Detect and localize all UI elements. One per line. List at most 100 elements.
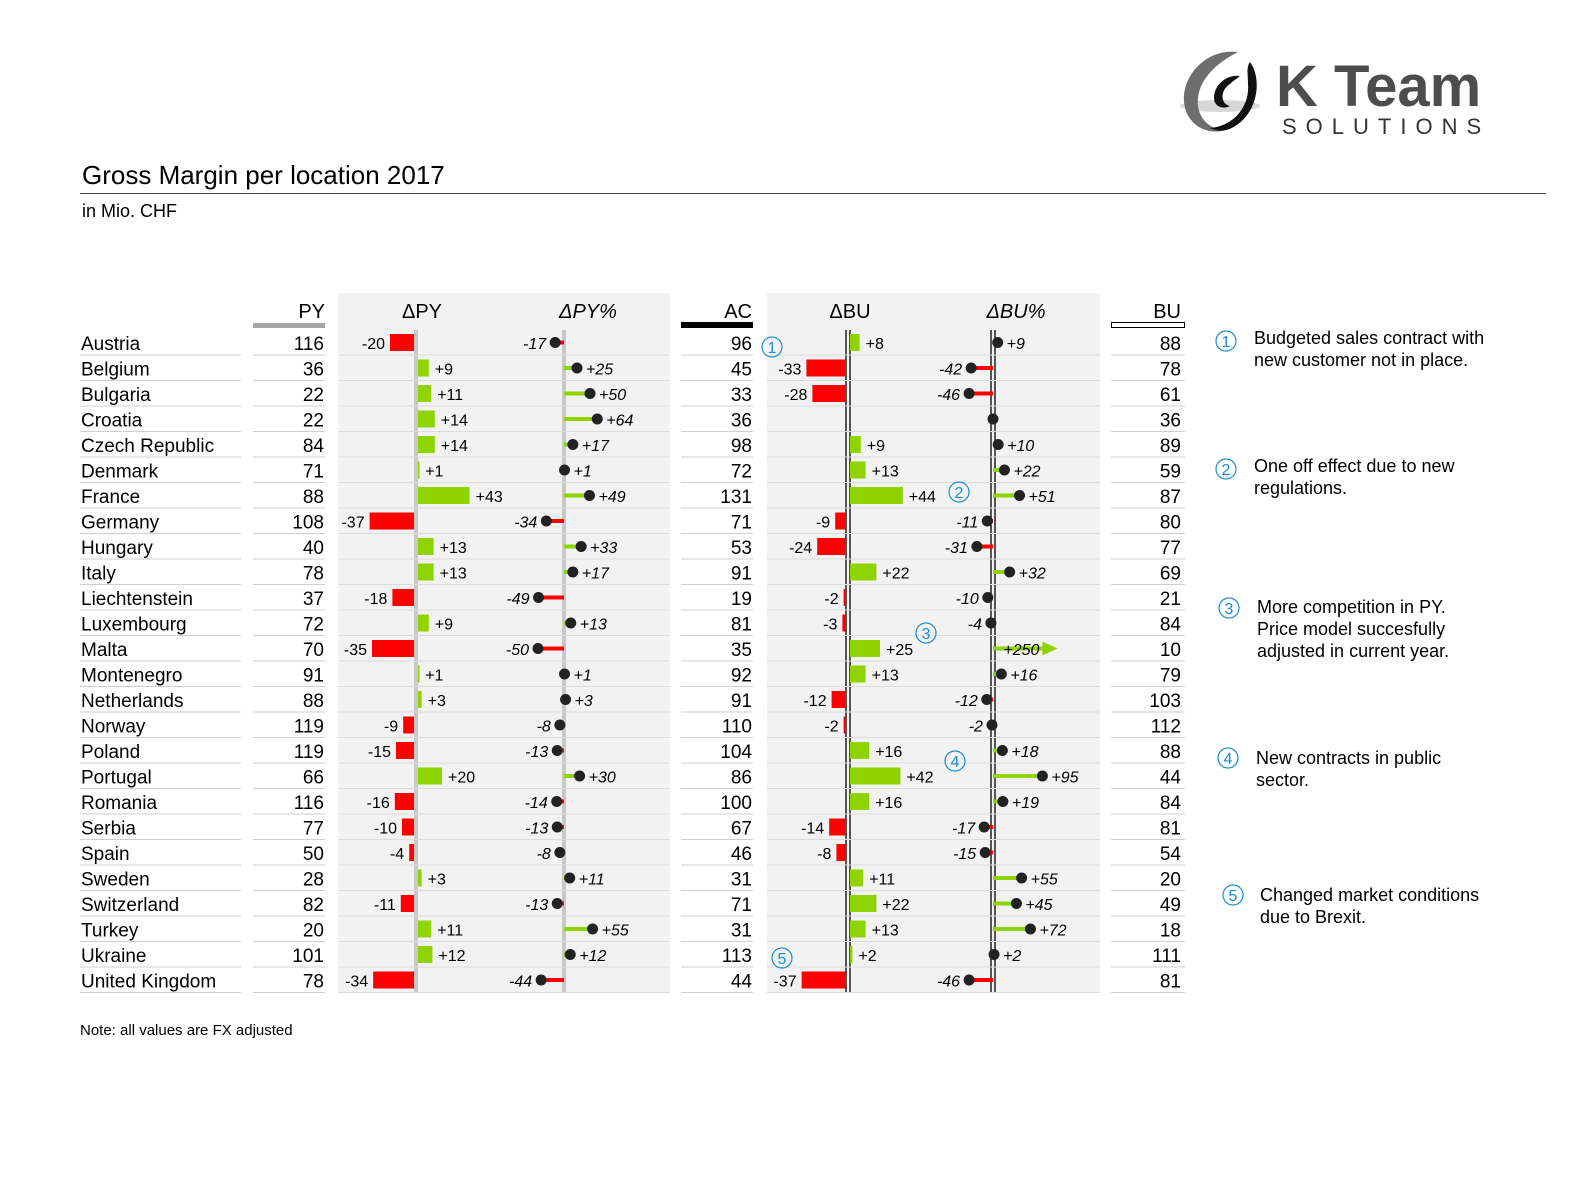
location-label: United Kingdom bbox=[81, 972, 216, 993]
delta-py-pct-marker bbox=[560, 694, 572, 705]
py-value: 119 bbox=[294, 717, 324, 738]
bu-value: 111 bbox=[1152, 946, 1181, 967]
delta-py-bar bbox=[418, 920, 432, 938]
header-bu: BU bbox=[1153, 301, 1181, 323]
footnote: Note: all values are FX adjusted bbox=[80, 1022, 293, 1039]
py-value: 108 bbox=[292, 513, 324, 534]
delta-bu-pct-marker bbox=[1004, 566, 1016, 578]
delta-py-bar bbox=[418, 538, 434, 555]
annotation-legend-marker-4-number: 4 bbox=[1224, 751, 1233, 768]
delta-bu-pct-label: -2 bbox=[969, 719, 983, 736]
delta-py-pct-label: +13 bbox=[580, 617, 607, 634]
delta-bu-bar bbox=[801, 971, 846, 989]
logo-tagline-text: SOLUTIONS bbox=[1282, 114, 1490, 139]
ac-value: 98 bbox=[731, 436, 752, 457]
delta-py-bar bbox=[369, 512, 414, 530]
delta-py-pct-label: +1 bbox=[574, 668, 592, 685]
delta-py-pct-label: +50 bbox=[599, 387, 626, 404]
delta-bu-pct-label: +16 bbox=[1010, 668, 1037, 685]
delta-py-label: -34 bbox=[345, 974, 368, 991]
annotation-1: Budgeted sales contract with new custome… bbox=[1254, 327, 1484, 371]
bu-value: 84 bbox=[1160, 793, 1182, 814]
delta-bu-pct-label: -46 bbox=[937, 387, 960, 404]
location-label: Luxembourg bbox=[81, 615, 187, 636]
logo-brand-text: K Team bbox=[1276, 54, 1481, 119]
delta-bu-pct-label: +45 bbox=[1025, 897, 1052, 914]
delta-py-pct-label: -8 bbox=[537, 719, 551, 736]
delta-py-label: +9 bbox=[435, 362, 453, 379]
delta-bu-pct-marker bbox=[1010, 898, 1022, 909]
location-label: Czech Republic bbox=[81, 436, 214, 457]
delta-bu-label: -37 bbox=[773, 974, 796, 991]
bu-value: 88 bbox=[1160, 334, 1181, 355]
delta-py-pct-marker bbox=[535, 974, 547, 986]
delta-py-pct-marker bbox=[587, 923, 599, 935]
delta-bu-pct-marker bbox=[985, 617, 997, 629]
delta-bu-label: +2 bbox=[858, 948, 876, 965]
delta-bu-label: +13 bbox=[872, 923, 899, 940]
delta-bu-pct-marker bbox=[986, 719, 998, 731]
delta-bu-bar bbox=[842, 614, 846, 632]
delta-bu-pct-label: +95 bbox=[1051, 770, 1078, 787]
bu-value: 69 bbox=[1160, 564, 1181, 585]
delta-bu-pct-marker bbox=[998, 464, 1010, 476]
delta-py-pct-label: -50 bbox=[506, 642, 529, 659]
annotation-5-line-2: due to Brexit. bbox=[1260, 907, 1367, 927]
delta-py-label: -11 bbox=[374, 897, 396, 914]
bu-value: 44 bbox=[1160, 768, 1182, 789]
bu-scenario-marker bbox=[1111, 322, 1185, 328]
delta-bu-pct-label: -4 bbox=[968, 617, 982, 634]
delta-bu-label: -24 bbox=[789, 540, 812, 557]
annotation-marker-1-number: 1 bbox=[768, 340, 777, 357]
delta-bu-bar bbox=[850, 946, 853, 963]
delta-py-pct-marker bbox=[540, 515, 552, 527]
location-label: Malta bbox=[81, 640, 128, 661]
py-value: 66 bbox=[303, 768, 324, 789]
delta-py-bar bbox=[418, 767, 442, 785]
delta-bu-pct-label: +22 bbox=[1013, 464, 1040, 481]
delta-py-pct-marker bbox=[564, 949, 576, 960]
delta-bu-bar bbox=[850, 869, 864, 887]
delta-py-bar bbox=[373, 971, 414, 989]
delta-bu-pct-label: +72 bbox=[1039, 923, 1066, 940]
delta-py-pct-label: +30 bbox=[589, 770, 616, 787]
annotation-legend-marker-2-circle bbox=[1215, 458, 1237, 480]
location-label: Spain bbox=[81, 844, 130, 865]
page-title: Gross Margin per location 2017 bbox=[82, 160, 445, 190]
delta-py-pct-label: +11 bbox=[579, 872, 605, 889]
annotation-legend-marker-4-circle bbox=[1217, 747, 1239, 769]
delta-py-bar bbox=[396, 742, 414, 759]
py-value: 36 bbox=[303, 360, 324, 381]
delta-bu-bar bbox=[850, 436, 861, 453]
delta-py-bar bbox=[418, 869, 422, 887]
bu-value: 112 bbox=[1151, 717, 1181, 738]
ac-value: 33 bbox=[731, 385, 752, 406]
header-py: PY bbox=[298, 301, 325, 323]
delta-bu-bar bbox=[817, 538, 846, 555]
delta-bu-pct-marker bbox=[995, 668, 1007, 680]
location-label: Italy bbox=[81, 564, 116, 585]
annotation-1-line-2: new customer not in place. bbox=[1254, 350, 1469, 370]
delta-py-bar bbox=[400, 895, 414, 912]
delta-bu-label: -9 bbox=[816, 515, 830, 532]
delta-py-label: +1 bbox=[425, 668, 443, 685]
location-label: Germany bbox=[81, 513, 160, 534]
py-value: 101 bbox=[292, 946, 324, 967]
annotation-marker-5-number: 5 bbox=[778, 951, 787, 968]
delta-py-label: +14 bbox=[441, 413, 468, 430]
ac-value: 31 bbox=[731, 870, 752, 891]
bu-value: 78 bbox=[1160, 360, 1181, 381]
ac-value: 92 bbox=[731, 666, 752, 687]
delta-bu-bar bbox=[812, 385, 846, 402]
delta-bu-bar bbox=[836, 844, 846, 861]
py-value: 116 bbox=[294, 334, 324, 355]
delta-py-pct-marker bbox=[554, 719, 566, 731]
delta-bu-label: -8 bbox=[817, 846, 831, 863]
delta-bu-bar bbox=[850, 742, 870, 759]
delta-py-pct-marker bbox=[551, 898, 563, 909]
delta-bu-pct-marker bbox=[1024, 923, 1036, 935]
delta-py-pct-label: +1 bbox=[574, 464, 592, 481]
annotation-5-line-1: Changed market conditions bbox=[1260, 885, 1480, 905]
annotation-marker-4-number: 4 bbox=[951, 754, 960, 771]
delta-py-pct-label: +12 bbox=[579, 948, 606, 965]
